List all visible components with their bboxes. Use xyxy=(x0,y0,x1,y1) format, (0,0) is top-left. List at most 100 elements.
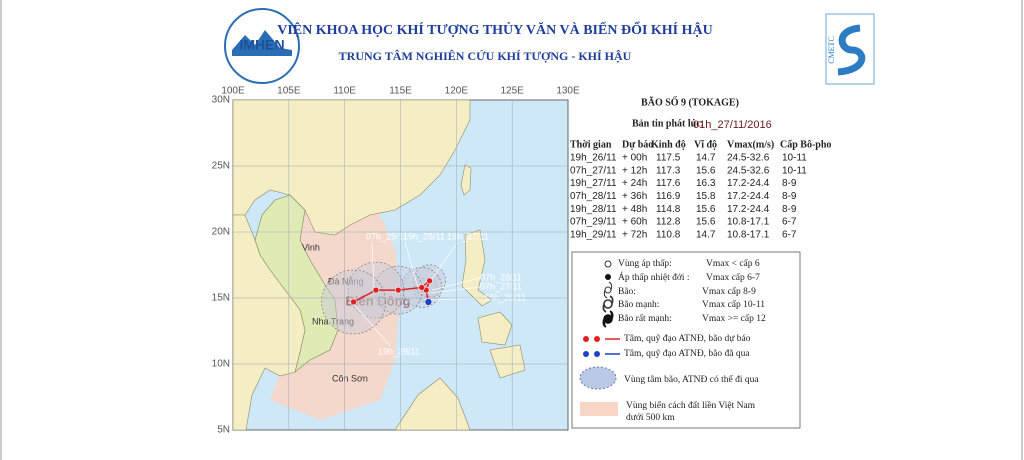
label-leader xyxy=(404,241,419,289)
track-label: 19h_26/11 xyxy=(484,292,526,302)
legend-label: Bão: xyxy=(618,287,636,297)
lat-label: 20N xyxy=(212,227,230,238)
track-point xyxy=(394,286,402,294)
table-cell: 07h_29/11 xyxy=(570,217,617,228)
table-header: Thời gian xyxy=(570,139,612,150)
lat-label: 15N xyxy=(212,293,230,304)
legend-symbol xyxy=(594,336,600,342)
legend-value: Vmax cấp 8-9 xyxy=(702,286,756,297)
legend-symbol xyxy=(583,351,589,357)
track-label: 19h_28/11 xyxy=(403,231,445,241)
table-cell: 112.8 xyxy=(656,217,681,228)
table-cell: 110.8 xyxy=(656,229,681,240)
legend-box xyxy=(571,251,801,429)
table-cell: 10-11 xyxy=(782,153,807,164)
table-cell: 07h_28/11 xyxy=(570,191,617,202)
legend-text: Tâm, quỹ đạo ATNĐ, bão dự báo xyxy=(624,334,751,344)
land-west xyxy=(232,214,306,431)
label-leader xyxy=(429,297,485,301)
issued-time: 01h_27/11/2016 xyxy=(693,119,772,131)
label-leader xyxy=(429,286,481,294)
table-cell: 24.5-32.6 xyxy=(727,165,770,176)
table-cell: + 48h xyxy=(622,204,647,215)
table-cell: + 72h xyxy=(622,229,647,240)
legend-text: dưới 500 km xyxy=(626,413,675,423)
table-cell: 114.8 xyxy=(656,204,681,215)
map: Biển Đông Đà Nẵng Vinh Nha Trang Côn Sơn… xyxy=(232,99,569,431)
table-cell: 117.6 xyxy=(656,178,681,189)
table-cell: 10-11 xyxy=(782,165,807,176)
legend-text: Vùng tâm bão, ATNĐ có thể đi qua xyxy=(624,374,759,385)
legend-value: Vmax cấp 6-7 xyxy=(706,272,760,283)
table-header: Vmax(m/s) xyxy=(727,139,774,150)
logo-right-text: CMETC xyxy=(827,36,836,64)
table-cell: 17.2-24.4 xyxy=(727,204,770,215)
lon-label: 115E xyxy=(389,86,412,97)
land-china xyxy=(232,99,471,236)
label-leader xyxy=(427,241,459,285)
land-luzon xyxy=(461,229,493,307)
lat-label: 10N xyxy=(212,359,230,370)
legend-value: Vmax >= cấp 12 xyxy=(702,313,766,324)
track-label: 19h_27/11 xyxy=(447,231,489,241)
land-mindanao xyxy=(489,344,526,379)
logo-s xyxy=(837,24,866,76)
header-title: VIỆN KHOA HỌC KHÍ TƯỢNG THỦY VĂN VÀ BIẾN… xyxy=(277,20,713,38)
place-label: Nha Trang xyxy=(312,316,354,326)
table-cell: + 60h xyxy=(622,217,647,228)
track-label: 07h_29/11 xyxy=(366,231,408,241)
table-header: Vĩ độ xyxy=(694,139,717,150)
track-point xyxy=(372,286,380,294)
legend-value: Vmax < cấp 6 xyxy=(706,258,760,269)
table-cell: 19h_26/11 xyxy=(570,153,617,164)
table-cell: 8-9 xyxy=(782,204,797,215)
table-cell: 24.5-32.6 xyxy=(727,153,770,164)
table-cell: 117.3 xyxy=(656,165,681,176)
lon-label: 100E xyxy=(221,86,245,97)
place-label: Vinh xyxy=(302,242,320,252)
legend-symbol xyxy=(604,260,612,268)
legend-text: Tâm, quỹ đạo ATNĐ, bão đã qua xyxy=(624,349,750,359)
legend-cone xyxy=(579,366,617,390)
legend-symbol xyxy=(603,281,613,299)
track-point xyxy=(424,298,433,306)
label-leader xyxy=(431,277,481,291)
legend-symbol xyxy=(602,310,614,328)
track-label: 07h_27/11 xyxy=(480,281,522,291)
legend-zone xyxy=(580,402,618,416)
legend-text: Vùng biển cách đất liền Việt Nam xyxy=(626,400,756,411)
table-cell: 14.7 xyxy=(696,229,716,240)
lon-label: 110E xyxy=(333,86,356,97)
legend-label: Vùng áp thấp: xyxy=(618,258,672,269)
table-cell: 116.9 xyxy=(656,191,681,202)
storm-title: BÃO SỐ 9 (TOKAGE) xyxy=(641,95,739,108)
issued-label: Bản tin phát lúc: xyxy=(632,118,704,129)
table-cell: 17.2-24.4 xyxy=(727,178,770,189)
legend-label: Bão rất mạnh: xyxy=(618,313,672,324)
table-cell: 19h_27/11 xyxy=(570,178,617,189)
table-header: Kinh độ xyxy=(651,139,686,150)
track-label: 19h_29/11 xyxy=(378,346,420,356)
table-cell: 117.5 xyxy=(656,153,681,164)
table-cell: 10.8-17.1 xyxy=(727,229,770,240)
table-header: Dự báo xyxy=(622,139,653,150)
track-point xyxy=(350,298,357,306)
legend-symbol xyxy=(602,295,614,313)
table-cell: 10.8-17.1 xyxy=(727,217,770,228)
logo-text: IMHEN xyxy=(239,37,284,53)
place-label: Côn Sơn xyxy=(332,373,368,383)
legend-label: Áp thấp nhiệt đới : xyxy=(618,271,690,283)
table-cell: 8-9 xyxy=(782,191,797,202)
lon-label: 130E xyxy=(556,86,580,97)
lat-label: 25N xyxy=(212,161,230,172)
table-cell: 6-7 xyxy=(782,229,797,240)
table-cell: 15.6 xyxy=(696,165,716,176)
table-cell: 17.2-24.4 xyxy=(727,191,770,202)
logo-mountain xyxy=(232,30,292,56)
table-header: Cấp Bô-pho xyxy=(780,139,831,150)
table-cell: 19h_29/11 xyxy=(570,229,617,240)
table-cell: 6-7 xyxy=(782,217,797,228)
track-point xyxy=(418,284,426,291)
label-leader xyxy=(351,301,391,347)
